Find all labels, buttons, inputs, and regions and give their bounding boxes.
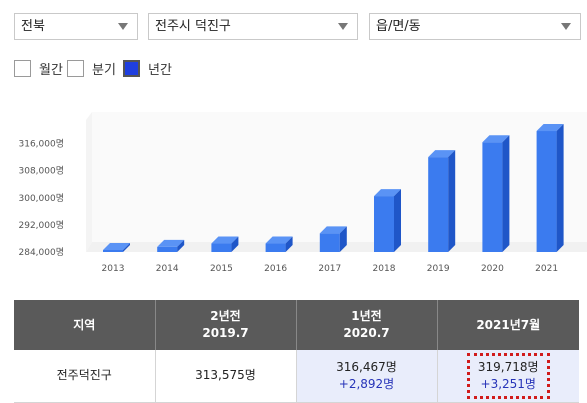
- cell-one-year-ago: 316,467명 +2,892명: [296, 350, 438, 403]
- period-monthly-label: 월간: [39, 63, 63, 78]
- city-select[interactable]: 전주시 덕진구: [148, 13, 358, 40]
- period-quarterly-checkbox[interactable]: 분기: [67, 59, 116, 78]
- x-tick-label: 2016: [264, 264, 287, 274]
- bar-side-face: [231, 236, 239, 252]
- y-tick-label: 308,000명: [19, 166, 65, 177]
- checkbox-box: [14, 60, 31, 77]
- cell-two-years-ago: 313,575명: [155, 350, 297, 403]
- province-select[interactable]: 전북: [14, 13, 138, 40]
- bar-side-face: [177, 239, 185, 252]
- bar: [265, 243, 286, 252]
- bar-top-face: [482, 135, 510, 143]
- period-quarterly-label: 분기: [92, 63, 116, 78]
- bar-top-face: [265, 236, 293, 244]
- bar: [428, 157, 449, 252]
- current-highlight-box: 319,718명 +3,251명: [466, 352, 550, 399]
- chart-back-wall: [92, 112, 587, 242]
- x-tick-label: 2021: [535, 264, 558, 274]
- bar-side-face: [285, 236, 293, 252]
- bar: [103, 249, 123, 252]
- cell-current: 319,718명 +3,251명: [437, 350, 579, 403]
- current-change: +3,251명: [480, 376, 536, 391]
- current-value: 319,718명: [477, 359, 539, 374]
- period-yearly-checkbox[interactable]: 년간: [123, 59, 172, 78]
- bar-top-face: [211, 236, 239, 244]
- x-tick-label: 2013: [102, 264, 125, 274]
- city-select-value: 전주시 덕진구: [155, 19, 231, 34]
- chevron-down-icon: [561, 23, 571, 30]
- province-select-value: 전북: [21, 19, 45, 34]
- x-tick-label: 2018: [373, 264, 396, 274]
- bar: [211, 243, 232, 252]
- bar-top-face: [374, 189, 401, 197]
- bar-top-face: [157, 239, 185, 247]
- chart-side-wall: [86, 112, 92, 252]
- bar: [157, 246, 178, 252]
- x-tick-label: 2014: [156, 264, 179, 274]
- bar-side-face: [448, 150, 456, 252]
- population-table: 지역 2년전 2019.7 1년전 2020.7 2021년7월 전주덕진구 313…: [14, 300, 579, 403]
- y-tick-label: 292,000명: [19, 220, 65, 231]
- cell-region: 전주덕진구: [14, 350, 156, 403]
- period-monthly-checkbox[interactable]: 월간: [14, 59, 63, 78]
- dong-select-value: 읍/면/동: [376, 19, 421, 34]
- bar: [482, 142, 503, 252]
- table-header-row: 지역 2년전 2019.7 1년전 2020.7 2021년7월: [14, 300, 579, 350]
- period-yearly-label: 년간: [148, 63, 172, 78]
- chevron-down-icon: [118, 23, 128, 30]
- checkbox-box-checked: [123, 60, 140, 77]
- x-tick-label: 2020: [481, 264, 504, 274]
- bar-top-face: [428, 150, 456, 158]
- y-tick-label: 316,000명: [19, 139, 65, 150]
- bar-side-face: [556, 124, 564, 252]
- bar-side-face: [394, 189, 401, 252]
- bar-side-face: [502, 135, 510, 252]
- bar: [536, 131, 557, 252]
- header-two-years-ago: 2년전 2019.7: [155, 300, 297, 350]
- header-current: 2021년7월: [437, 300, 579, 350]
- checkbox-box: [67, 60, 84, 77]
- bar-side-face: [123, 242, 130, 252]
- population-bar-chart: 284,000명 292,000명 300,000명 308,000명 316,000명…: [19, 112, 587, 274]
- x-tick-label: 2015: [210, 264, 233, 274]
- bar-top-face: [536, 124, 564, 132]
- x-tick-label: 2017: [318, 264, 341, 274]
- one-year-ago-value: 316,467명: [336, 359, 397, 374]
- header-one-year-ago: 1년전 2020.7: [296, 300, 438, 350]
- header-region: 지역: [14, 300, 156, 350]
- bar: [319, 233, 340, 252]
- bar-top-face: [103, 242, 130, 250]
- bar: [374, 196, 394, 252]
- x-tick-label: 2019: [427, 264, 450, 274]
- bar-top-face: [319, 226, 347, 234]
- table-row: 전주덕진구 313,575명 316,467명 +2,892명 319,718명…: [14, 350, 579, 403]
- y-tick-label: 284,000명: [19, 247, 65, 258]
- y-tick-label: 300,000명: [19, 193, 65, 204]
- chevron-down-icon: [338, 23, 348, 30]
- bar-side-face: [339, 226, 347, 252]
- one-year-ago-change: +2,892명: [338, 376, 395, 391]
- dong-select[interactable]: 읍/면/동: [369, 13, 581, 40]
